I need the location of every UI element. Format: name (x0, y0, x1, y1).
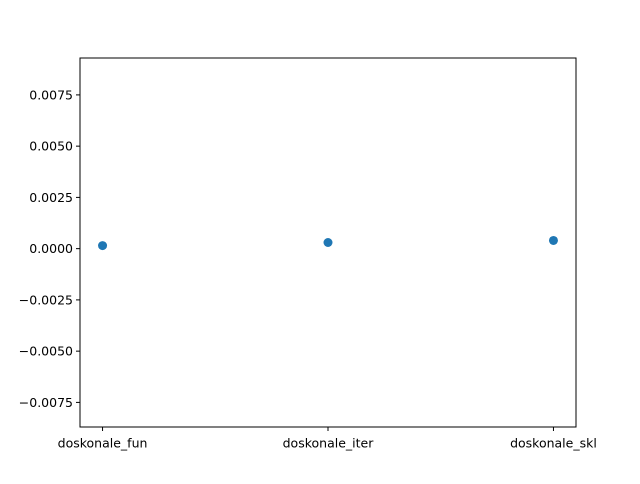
plot-frame (79, 57, 577, 428)
x-tick-label: doskonale_skl (510, 436, 597, 451)
y-tick-label: −0.0025 (19, 292, 73, 307)
y-axis: −0.0075 −0.0050 −0.0025 0.0000 0.0025 0.0050 0… (19, 87, 80, 410)
data-point (98, 241, 108, 251)
y-tick-label: −0.0075 (19, 395, 73, 410)
data-point (323, 238, 333, 247)
y-tick-label: 0.0000 (29, 241, 73, 256)
data-points (98, 235, 558, 251)
y-tick-label: 0.0025 (29, 190, 73, 205)
y-tick-label: 0.0075 (29, 87, 73, 102)
y-tick-label: 0.0050 (29, 139, 73, 154)
x-tick-label: doskonale_fun (58, 436, 148, 451)
y-tick-label: −0.0050 (19, 344, 73, 359)
x-tick-label: doskonale_iter (283, 436, 375, 451)
data-point (548, 235, 558, 245)
x-axis: doskonale_fun doskonale_iter doskonale_skl (58, 427, 597, 451)
